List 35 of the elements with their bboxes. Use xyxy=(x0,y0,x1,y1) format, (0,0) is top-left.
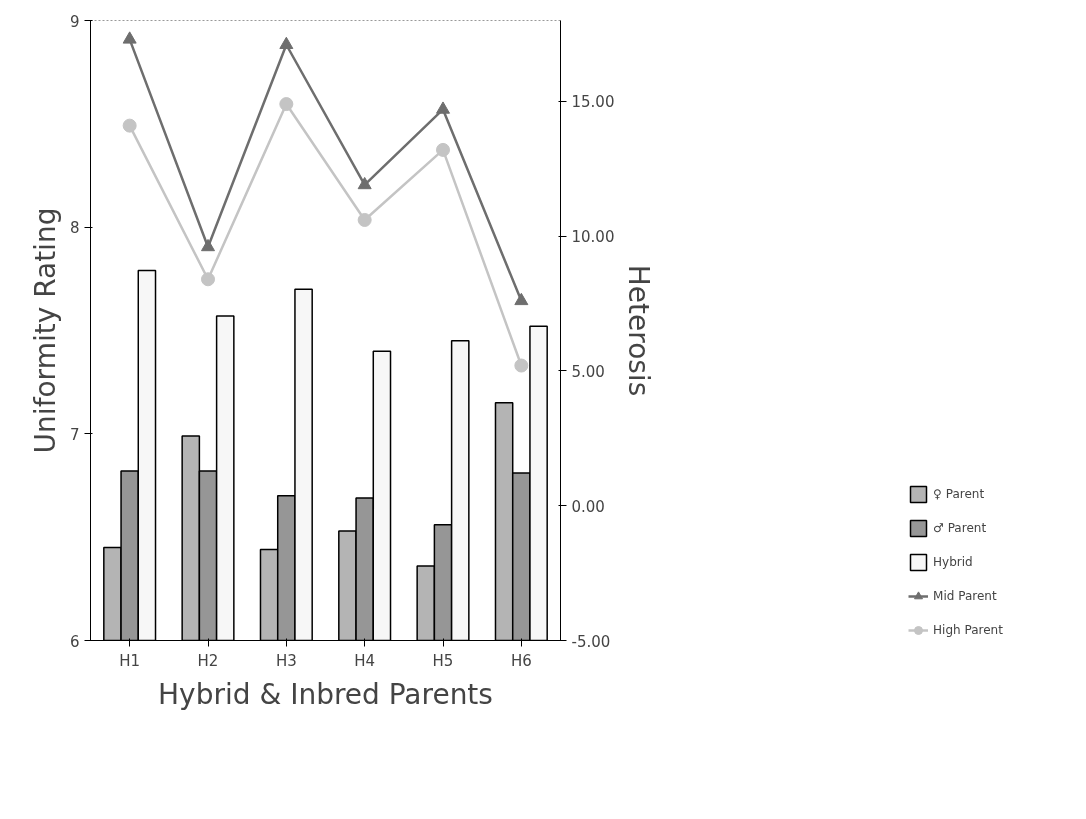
y2-tick-label: 5.00 xyxy=(571,362,605,381)
point xyxy=(436,142,450,157)
x-tick-label: H5 xyxy=(432,651,454,670)
point xyxy=(201,238,215,252)
point xyxy=(514,358,529,373)
y-axis-title: Uniformity Rating xyxy=(28,207,62,454)
y2-axis-title: Heterosis xyxy=(622,264,656,397)
x-tick-label: H2 xyxy=(197,651,219,670)
y2-tick-label: 0.00 xyxy=(571,497,605,516)
y-tick-label: 9 xyxy=(69,12,80,31)
x-axis-title: Hybrid & Inbred Parents xyxy=(158,677,493,711)
x-tick-label: H4 xyxy=(354,651,376,670)
x-tick-label: H6 xyxy=(510,651,532,670)
point xyxy=(514,292,529,306)
legend-label: High Parent xyxy=(933,623,1003,637)
point xyxy=(279,36,294,50)
legend-label: Mid Parent xyxy=(933,589,997,603)
x-tick-label: H3 xyxy=(275,651,297,670)
point xyxy=(357,176,372,190)
y2-tick-label: 15.00 xyxy=(571,93,615,112)
y2-tick-label: -5.00 xyxy=(571,632,611,651)
x-tick-label: H1 xyxy=(119,651,141,670)
point xyxy=(122,118,137,133)
point xyxy=(201,272,215,287)
y-tick-label: 7 xyxy=(69,425,80,444)
y2-tick-label: 10.00 xyxy=(571,228,615,247)
legend-label: ♂ Parent xyxy=(933,521,987,535)
point xyxy=(436,101,450,114)
point xyxy=(122,31,137,44)
legend-label: Hybrid xyxy=(933,555,973,569)
legend-label: ♀ Parent xyxy=(933,487,985,501)
y-tick-label: 6 xyxy=(69,632,80,651)
point xyxy=(279,97,294,112)
y-tick-label: 8 xyxy=(69,219,80,238)
point xyxy=(357,212,372,227)
